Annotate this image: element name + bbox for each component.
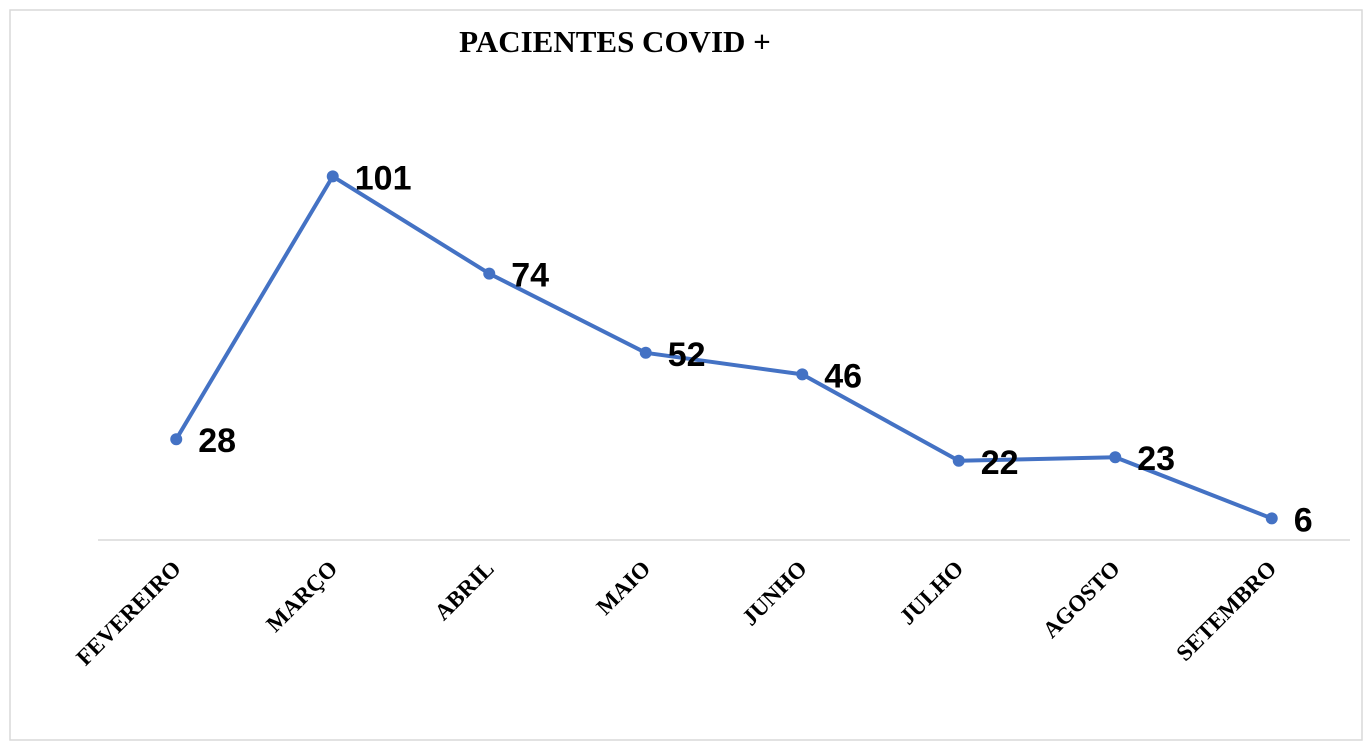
marker xyxy=(796,368,809,381)
data-label: 6 xyxy=(1294,501,1313,539)
data-label: 101 xyxy=(355,159,412,197)
marker xyxy=(326,170,339,183)
data-label: 22 xyxy=(981,444,1019,482)
marker xyxy=(170,433,183,446)
chart-title: PACIENTES COVID + xyxy=(459,24,771,59)
marker xyxy=(483,267,496,280)
marker xyxy=(1109,451,1122,464)
data-label: 52 xyxy=(668,336,706,374)
marker xyxy=(1265,512,1278,525)
chart-border xyxy=(9,9,1363,741)
data-label: 28 xyxy=(198,422,236,460)
marker xyxy=(639,346,652,359)
marker xyxy=(952,454,965,467)
data-label: 46 xyxy=(824,357,862,395)
data-label: 74 xyxy=(511,257,549,295)
data-label: 23 xyxy=(1137,440,1175,478)
line xyxy=(174,174,1273,521)
